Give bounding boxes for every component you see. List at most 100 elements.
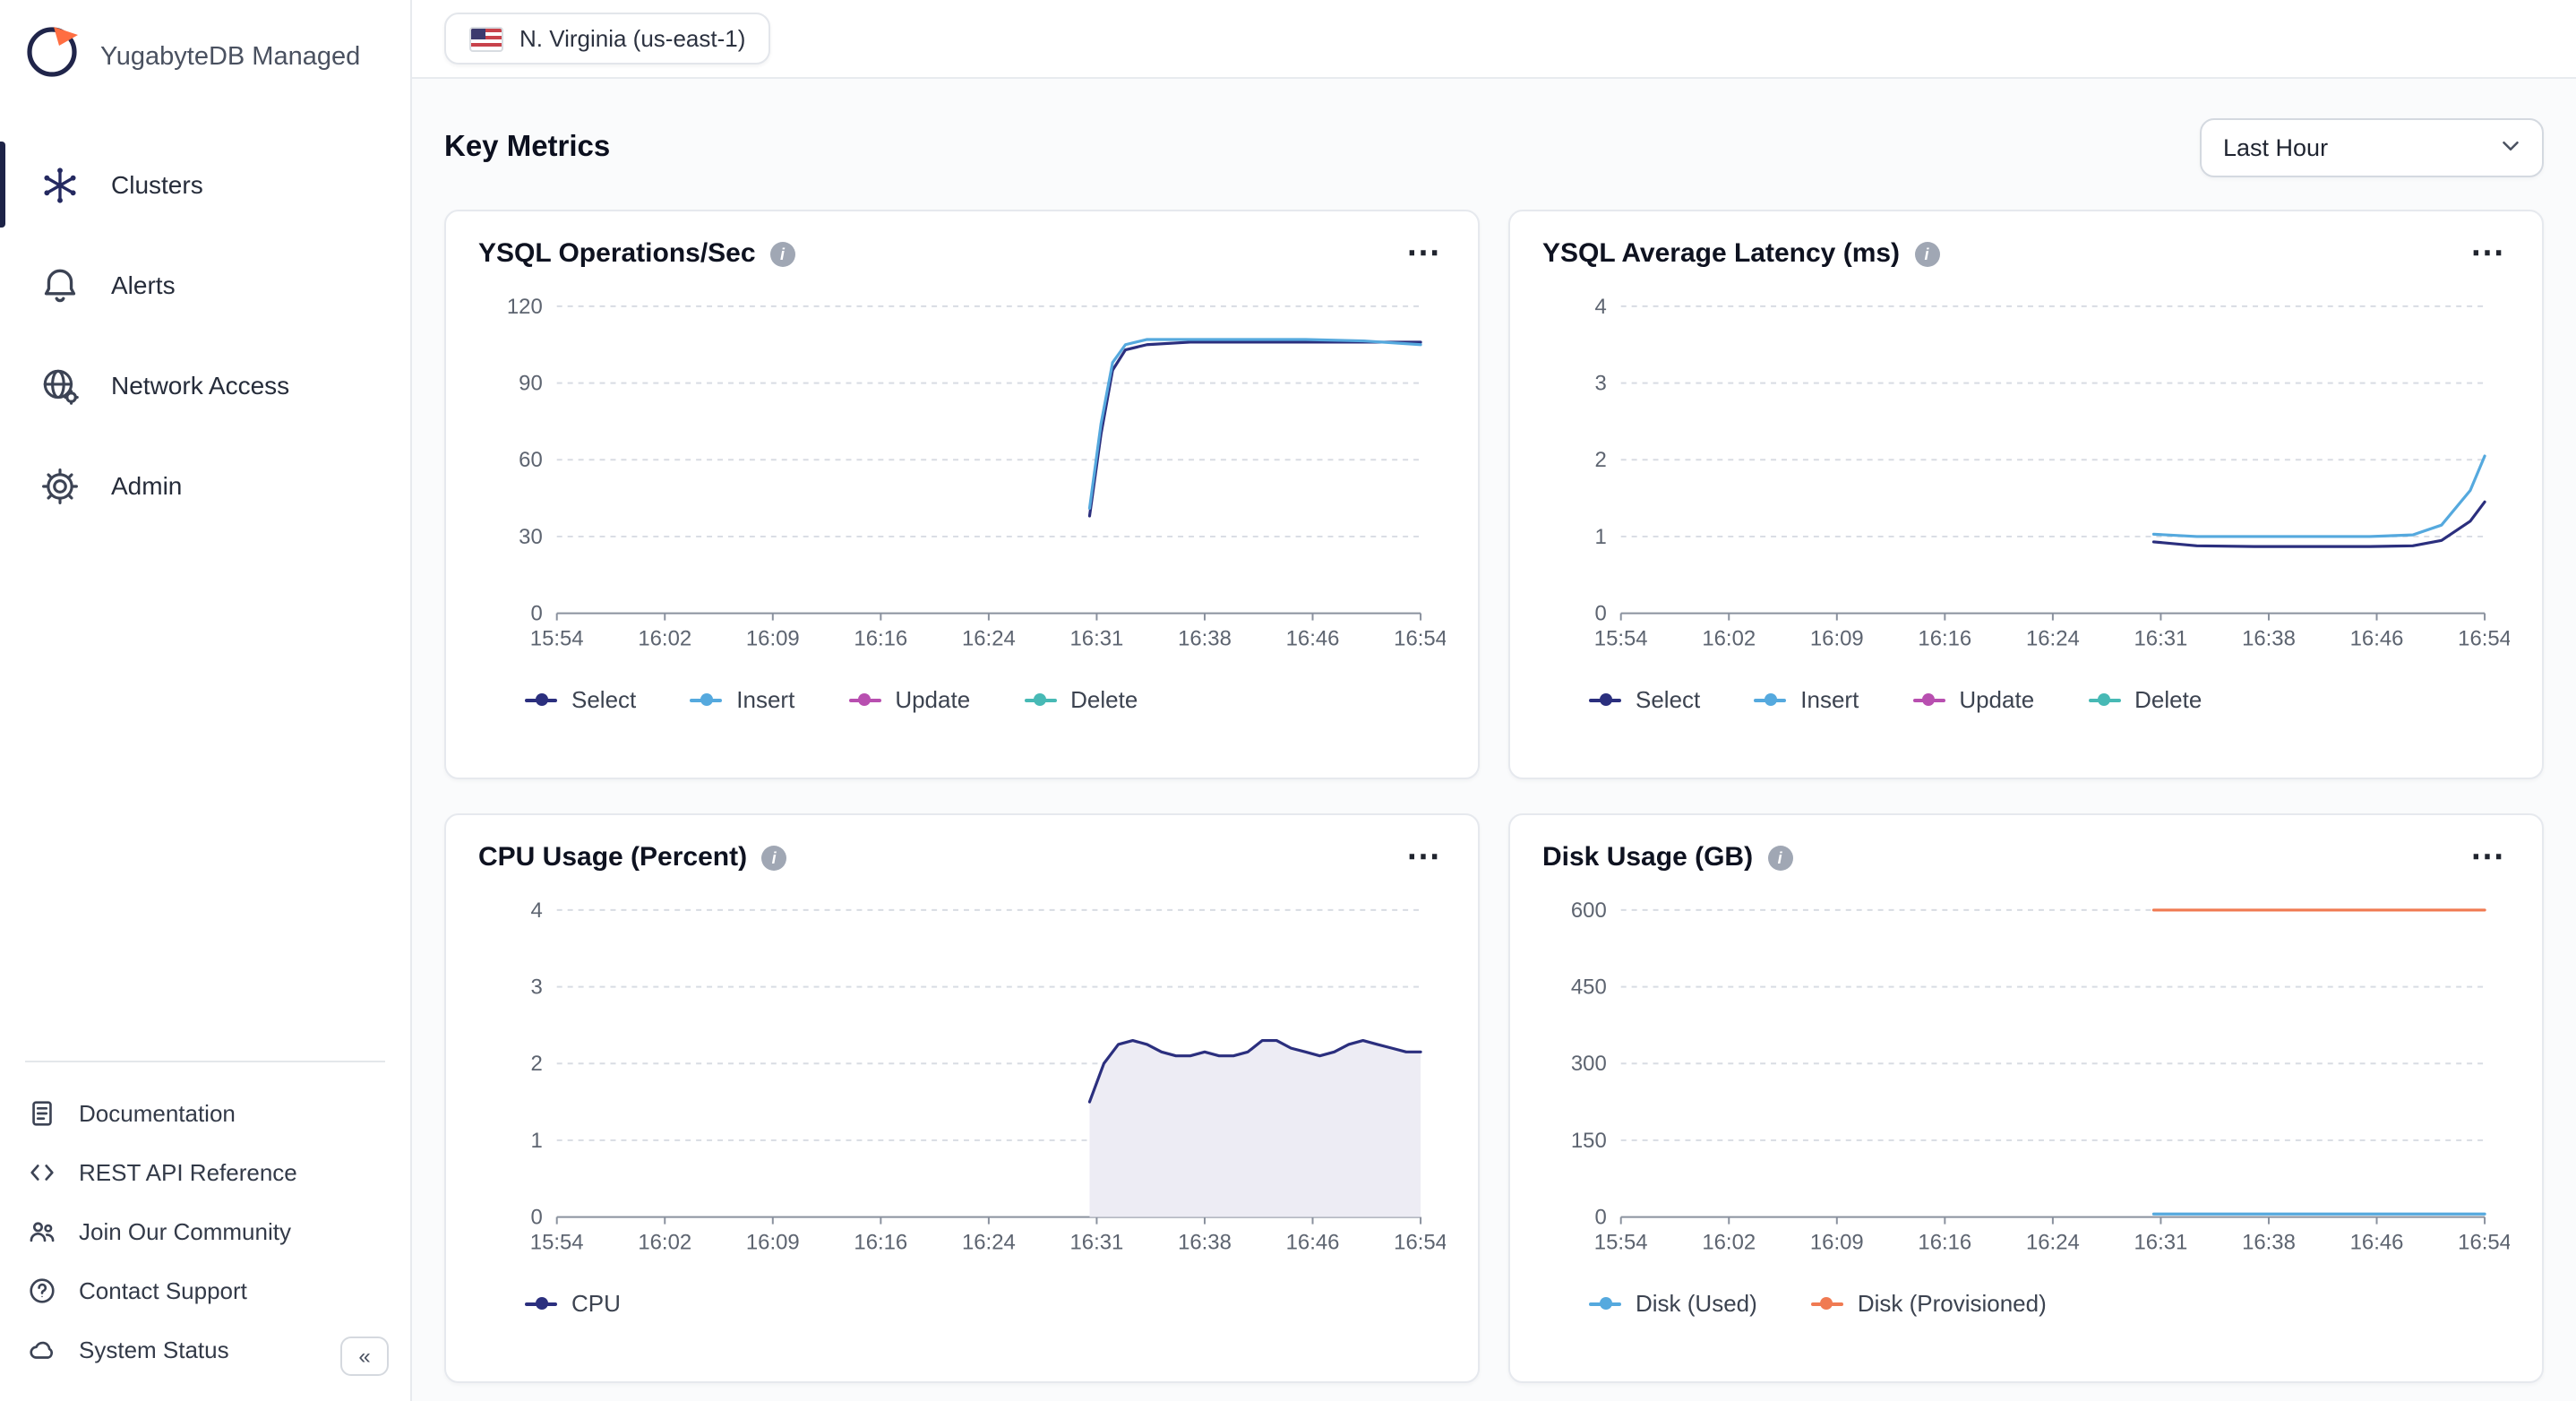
svg-text:16:24: 16:24: [2026, 1230, 2080, 1254]
svg-text:16:02: 16:02: [638, 626, 691, 650]
svg-text:3: 3: [1594, 372, 1606, 396]
legend-marker-icon: [1912, 693, 1945, 707]
legend-item: Delete: [1024, 686, 1138, 713]
sidebar: YugabyteDB Managed Clusters: [0, 0, 412, 1401]
metrics-grid: YSQL Operations/Sec i ⋯ 0 30 60 90 120 15:54 1…: [444, 210, 2544, 1383]
chart-legend: Select Insert Update Delete: [525, 686, 1446, 713]
bell-icon: [38, 263, 81, 306]
sidebar-item-join-our-community[interactable]: Join Our Community: [0, 1202, 410, 1261]
sidebar-footer: Documentation REST API Reference: [0, 1061, 410, 1401]
svg-text:3: 3: [530, 976, 542, 1000]
svg-text:16:31: 16:31: [2134, 1230, 2188, 1254]
svg-text:16:54: 16:54: [2458, 1230, 2510, 1254]
svg-text:16:38: 16:38: [2242, 1230, 2296, 1254]
svg-text:30: 30: [519, 525, 543, 549]
svg-text:16:09: 16:09: [746, 626, 800, 650]
yugabytedb-logo-icon: [21, 21, 82, 91]
legend-label: CPU: [571, 1290, 621, 1318]
us-flag-icon: [469, 26, 503, 51]
svg-text:16:46: 16:46: [2350, 626, 2404, 650]
legend-label: Select: [1636, 686, 1701, 714]
legend-marker-icon: [690, 693, 723, 707]
sidebar-item-label: Join Our Community: [79, 1218, 291, 1245]
sidebar-item-system-status[interactable]: System Status: [0, 1320, 410, 1380]
svg-text:16:24: 16:24: [962, 1230, 1016, 1254]
info-icon[interactable]: i: [1767, 845, 1793, 870]
metric-card-cpu-usage: CPU Usage (Percent) i ⋯ 0 1 2 3 4 15:54 16:02 1…: [444, 813, 1480, 1383]
more-options-button[interactable]: ⋯: [2467, 840, 2510, 874]
svg-text:2: 2: [530, 1052, 542, 1076]
legend-marker-icon: [1810, 1297, 1843, 1311]
legend-marker-icon: [848, 693, 881, 707]
sidebar-item-network-access[interactable]: Network Access: [0, 335, 410, 435]
brand: YugabyteDB Managed: [0, 0, 410, 109]
svg-text:15:54: 15:54: [1594, 626, 1648, 650]
svg-text:1: 1: [1594, 525, 1606, 549]
sidebar-item-documentation[interactable]: Documentation: [0, 1084, 410, 1143]
ysql-operations-chart: 0 30 60 90 120 15:54 16:02 16:09 16:16 16:24 16:31…: [507, 295, 1446, 651]
svg-text:16:02: 16:02: [1702, 626, 1756, 650]
section-title: Key Metrics: [444, 131, 611, 163]
svg-text:16:38: 16:38: [1178, 1230, 1232, 1254]
legend-marker-icon: [1024, 693, 1057, 707]
info-icon[interactable]: i: [1914, 241, 1940, 266]
sidebar-item-admin[interactable]: Admin: [0, 435, 410, 536]
legend-marker-icon: [2088, 693, 2121, 707]
legend-item: Update: [848, 686, 970, 713]
svg-text:16:31: 16:31: [1070, 626, 1124, 650]
svg-text:16:16: 16:16: [854, 626, 907, 650]
legend-item: Disk (Used): [1589, 1290, 1757, 1317]
sidebar-item-contact-support[interactable]: Contact Support: [0, 1261, 410, 1320]
legend-marker-icon: [525, 693, 557, 707]
svg-text:4: 4: [1594, 295, 1606, 319]
more-options-button[interactable]: ⋯: [1403, 840, 1446, 874]
info-icon[interactable]: i: [761, 845, 787, 870]
chart-legend: Disk (Used) Disk (Provisioned): [1589, 1290, 2510, 1317]
card-title: YSQL Operations/Sec: [478, 238, 756, 269]
sidebar-collapse-button[interactable]: «: [340, 1337, 389, 1376]
chart-legend: Select Insert Update Delete: [1589, 686, 2510, 713]
card-title: CPU Usage (Percent): [478, 842, 748, 872]
svg-text:0: 0: [530, 1206, 542, 1230]
svg-text:120: 120: [507, 295, 543, 319]
svg-text:16:09: 16:09: [1810, 626, 1864, 650]
svg-text:15:54: 15:54: [530, 626, 584, 650]
sidebar-item-rest-api-reference[interactable]: REST API Reference: [0, 1143, 410, 1202]
divider: [25, 1061, 385, 1062]
svg-text:450: 450: [1571, 976, 1607, 1000]
content: Key Metrics Last Hour YSQL Operations/Se…: [412, 79, 2576, 1383]
brand-name: YugabyteDB Managed: [100, 42, 361, 71]
chart-legend: CPU: [525, 1290, 1446, 1317]
legend-item: Insert: [690, 686, 794, 713]
cpu-usage-chart: 0 1 2 3 4 15:54 16:02 16:09 16:16 16:24 16:31 16:38…: [530, 898, 1446, 1255]
svg-text:16:02: 16:02: [638, 1230, 691, 1254]
sidebar-item-label: Contact Support: [79, 1277, 247, 1304]
community-icon: [25, 1216, 57, 1248]
legend-item: Delete: [2088, 686, 2202, 713]
chevron-down-icon: [2497, 132, 2524, 164]
api-icon: [25, 1156, 57, 1189]
time-range-select[interactable]: Last Hour: [2200, 118, 2544, 177]
legend-marker-icon: [1754, 693, 1787, 707]
svg-text:16:54: 16:54: [1394, 626, 1446, 650]
sidebar-item-clusters[interactable]: Clusters: [0, 134, 410, 235]
legend-item: Select: [1589, 686, 1700, 713]
more-options-button[interactable]: ⋯: [1403, 236, 1446, 271]
region-chip[interactable]: N. Virginia (us-east-1): [444, 13, 771, 64]
metrics-header: Key Metrics Last Hour: [444, 118, 2544, 177]
card-title: YSQL Average Latency (ms): [1542, 238, 1901, 269]
svg-text:16:16: 16:16: [1918, 626, 1971, 650]
svg-text:150: 150: [1571, 1129, 1607, 1153]
svg-text:1: 1: [530, 1129, 542, 1153]
card-title: Disk Usage (GB): [1542, 842, 1754, 872]
legend-marker-icon: [1589, 693, 1621, 707]
info-icon[interactable]: i: [769, 241, 795, 266]
status-cloud-icon: [25, 1334, 57, 1366]
legend-item: Disk (Provisioned): [1810, 1290, 2047, 1317]
more-options-button[interactable]: ⋯: [2467, 236, 2510, 271]
svg-text:16:54: 16:54: [2458, 626, 2510, 650]
sidebar-item-alerts[interactable]: Alerts: [0, 235, 410, 335]
svg-text:600: 600: [1571, 898, 1607, 923]
svg-text:16:24: 16:24: [962, 626, 1016, 650]
